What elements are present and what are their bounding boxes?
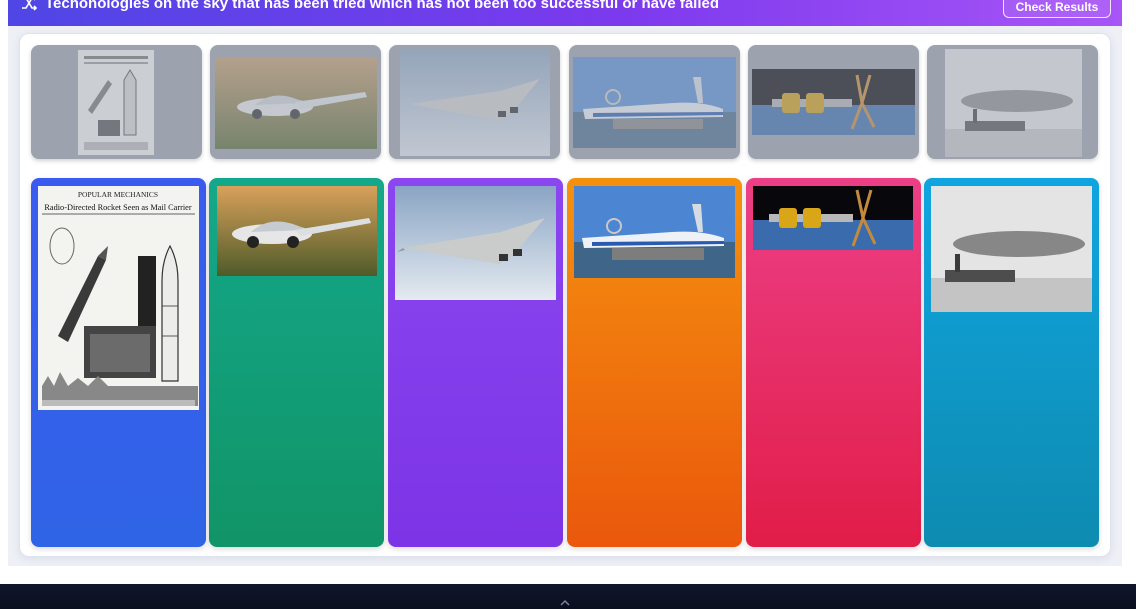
pool-tile-concorde[interactable] [389,45,560,159]
rocket-mail-magazine-image [78,50,154,155]
drop-column-purple[interactable] [388,178,563,547]
flying-car-image [215,57,377,149]
pool-tile-nuclear-spacecraft[interactable] [748,45,919,159]
magazine-headline: Radio-Directed Rocket Seen as Mail Carri… [44,203,191,212]
shuffle-icon [20,0,38,12]
concorde-jet-image[interactable] [395,186,556,300]
ekranoplan-image[interactable] [574,186,735,278]
zeppelin-airship-image[interactable] [931,186,1092,312]
chevron-up-icon[interactable] [559,599,571,607]
rocket-mail-magazine-image[interactable]: POPULAR MECHANICS Radio-Directed Rocket … [38,186,199,410]
header-bar: Techonologies on the sky that has been t… [8,0,1122,26]
magazine-masthead: POPULAR MECHANICS [78,190,158,199]
flying-car-image[interactable] [217,186,377,276]
pool-tile-zeppelin[interactable] [927,45,1098,159]
drop-column-cyan[interactable] [924,178,1099,547]
ekranoplan-image [573,57,736,148]
drop-column-green[interactable] [209,178,384,547]
pool-tile-flying-car[interactable] [210,45,381,159]
nuclear-spacecraft-image[interactable] [753,186,913,250]
pool-tile-rocket-mail[interactable] [31,45,202,159]
page-title: Techonologies on the sky that has been t… [45,0,720,12]
zeppelin-airship-image [945,49,1082,157]
drop-column-pink[interactable] [746,178,921,547]
pool-tile-ekranoplan[interactable] [569,45,740,159]
drop-column-orange[interactable] [567,178,742,547]
check-results-button[interactable]: Check Results [1003,0,1111,18]
nuclear-spacecraft-image [752,69,915,135]
concorde-jet-image [400,49,550,156]
drop-column-blue[interactable]: POPULAR MECHANICS Radio-Directed Rocket … [31,178,206,547]
